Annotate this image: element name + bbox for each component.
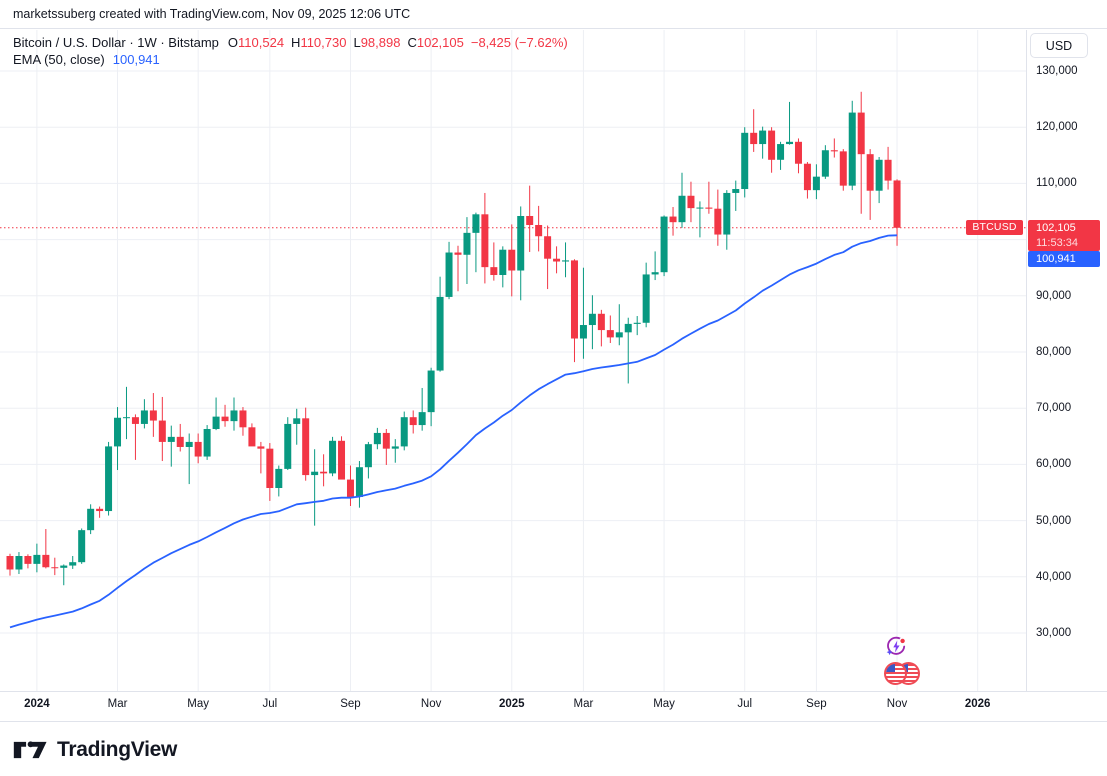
price-axis-label: 130,000	[1036, 65, 1078, 77]
chart-legend: Bitcoin / U.S. Dollar · 1W · Bitstamp O1…	[13, 34, 568, 68]
time-axis-label: Mar	[107, 698, 128, 710]
symbol-title: Bitcoin / U.S. Dollar · 1W · Bitstamp	[13, 35, 219, 50]
time-axis-label: Jul	[262, 698, 278, 710]
flash-events-glyph	[886, 636, 907, 656]
flash-events-icon[interactable]	[885, 636, 907, 658]
time-axis-label: Jul	[737, 698, 753, 710]
close-value: 102,105	[416, 35, 464, 50]
last-price-badge: 102,105 11:53:34	[1028, 219, 1100, 251]
open-label: O	[227, 35, 239, 50]
time-axis[interactable]: 2024 Mar May Jul Sep Nov 2025 Mar May Jul Sep Nov 20…	[0, 691, 1107, 722]
currency-toggle-button[interactable]: USD	[1030, 33, 1088, 58]
tradingview-logo-text: TradingView	[57, 737, 178, 761]
time-axis-label: Nov	[886, 698, 908, 710]
price-axis-label: 70,000	[1036, 402, 1072, 415]
time-axis-label: Sep	[806, 698, 827, 710]
chart-canvas[interactable]	[0, 0, 1026, 722]
time-axis-label: Mar	[573, 698, 594, 710]
last-price-symbol-tag: BTCUSD	[966, 220, 1023, 236]
tradingview-logo[interactable]: TradingView	[13, 737, 177, 763]
legend-symbol-row[interactable]: Bitcoin / U.S. Dollar · 1W · Bitstamp O1…	[13, 34, 568, 51]
candles	[6, 91, 901, 586]
time-axis-label: Sep	[340, 698, 361, 710]
price-axis-label: 60,000	[1036, 458, 1072, 471]
tradingview-logo-icon	[13, 740, 47, 758]
footer: TradingView	[0, 723, 1107, 776]
time-axis-label: Nov	[420, 698, 442, 710]
price-axis-label: 50,000	[1036, 514, 1072, 527]
attribution-text: marketssuberg created with TradingView.c…	[13, 7, 411, 21]
ema-line	[9, 234, 898, 629]
time-axis-label: 2026	[964, 698, 991, 710]
us-flag-events-icon[interactable]	[884, 662, 920, 685]
price-axis-label: 80,000	[1036, 346, 1072, 358]
price-axis-label: 120,000	[1036, 121, 1078, 134]
time-axis-label: May	[187, 698, 210, 710]
ema-value-badge: 100,941	[1028, 251, 1100, 268]
change-value: −8,425 (−7.62%)	[470, 35, 568, 50]
low-value: 98,898	[360, 35, 401, 50]
us-flag-front	[884, 662, 907, 685]
attribution-bar: marketssuberg created with TradingView.c…	[0, 0, 1107, 29]
price-axis[interactable]: USD 130,000120,000110,000100,00090,00080…	[1026, 30, 1107, 691]
bar-countdown: 11:53:34	[1036, 236, 1079, 249]
close-label: C	[407, 35, 417, 50]
time-axis-label: May	[653, 698, 675, 710]
time-axis-label: 2024	[24, 698, 50, 710]
price-axis-label: 110,000	[1036, 177, 1077, 190]
ema-label: EMA (50, close)	[13, 52, 105, 67]
low-label: L	[353, 35, 361, 50]
price-axis-label: 90,000	[1036, 289, 1072, 302]
ema-value: 100,941	[112, 52, 160, 67]
price-axis-label: 30,000	[1036, 627, 1072, 639]
price-axis-label: 40,000	[1036, 570, 1072, 583]
time-axis-label: 2025	[498, 698, 525, 710]
high-label: H	[291, 35, 301, 50]
open-value: 110,524	[238, 35, 285, 50]
high-value: 110,730	[300, 35, 347, 50]
legend-ema-row[interactable]: EMA (50, close) 100,941	[13, 51, 568, 68]
grid-lines	[0, 30, 1026, 691]
last-price-value: 102,105	[1036, 221, 1076, 234]
